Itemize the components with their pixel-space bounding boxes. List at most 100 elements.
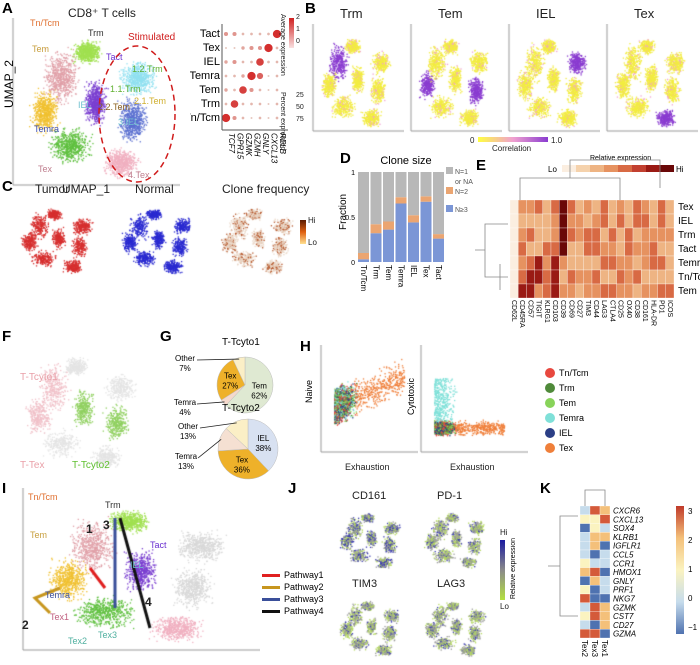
heatmap-cell	[542, 255, 552, 271]
colorbar-label: Correlation	[492, 144, 532, 153]
panel-label-g: G	[160, 328, 172, 345]
dotplot-dot	[264, 43, 273, 53]
heatmap-col-label: CD38	[633, 300, 640, 318]
heatmap-cell	[632, 199, 642, 215]
legend-label: Pathway2	[284, 582, 324, 592]
dotplot-gene-label: CXCL13	[270, 133, 279, 164]
heatmap-cell	[542, 241, 552, 257]
heatmap-col-label: CD39	[559, 300, 566, 318]
bar-segment	[408, 215, 419, 223]
pie-slice	[225, 356, 274, 414]
heatmap-cell	[616, 269, 625, 285]
heatmap-cell	[579, 514, 591, 524]
pct-expressed-legend: Percent expressed	[279, 92, 286, 151]
colorbar-lo: Lo	[308, 238, 317, 247]
avg-expression-legend: Average expression	[279, 14, 286, 76]
heatmap-cell	[589, 585, 601, 595]
dotplot-dot	[232, 31, 237, 37]
dotplot-dot	[256, 58, 264, 66]
dotplot-dot	[225, 47, 227, 49]
heatmap-cell	[632, 213, 642, 229]
gene-label: CXCR6	[613, 507, 641, 516]
cluster-label: Tact	[106, 52, 123, 62]
pct-tick: 25	[296, 92, 304, 99]
heatmap-cell	[583, 255, 593, 271]
legend-swatch	[646, 165, 660, 172]
heatmap-cell	[665, 227, 675, 243]
cluster-label: 2.2.Tem	[98, 102, 131, 112]
heatmap-cell	[559, 213, 568, 229]
heatmap-cell	[599, 532, 611, 542]
heatmap-cell	[599, 611, 611, 621]
x-label-exhaustion-2: Exhaustion	[450, 462, 495, 472]
heatmap-cell	[542, 213, 552, 229]
legend-dot	[545, 428, 555, 438]
colorbar-tick: 1	[688, 565, 693, 574]
umap-normal	[110, 198, 206, 278]
heatmap-cell	[608, 269, 617, 285]
x-tick: IEL	[409, 265, 418, 278]
panel-label-d: D	[340, 150, 351, 167]
bar-segment	[395, 172, 407, 198]
heatmap-cell	[665, 283, 675, 299]
pie-title: T-Tcyto1	[222, 337, 260, 348]
expression-umap-tim3	[330, 592, 412, 660]
heatmap-cell	[599, 541, 611, 551]
cluster-label: Tem	[32, 44, 50, 54]
dotplot-dot	[267, 75, 270, 77]
pie-label: IEL	[257, 434, 270, 443]
x-tick: Tact	[434, 265, 443, 280]
heatmap-cell	[509, 255, 519, 271]
dotplot-dot	[241, 32, 245, 36]
heatmap-col-label: ICOS	[666, 300, 673, 317]
dotplot-dot	[250, 117, 253, 119]
dotplot-dot	[256, 72, 264, 80]
umap-title-pd-1: PD-1	[437, 490, 463, 502]
dotplot-dot	[258, 32, 262, 36]
legend-label: Pathway3	[284, 594, 324, 604]
heatmap-cell	[559, 227, 568, 243]
heatmap-col-label: CD103	[551, 300, 558, 322]
heatmap-cell	[534, 213, 543, 229]
heatmap-col-label: CD27	[576, 300, 583, 318]
dotplot-row-label: Trm	[201, 98, 220, 110]
heatmap-cell	[579, 611, 591, 621]
dotplot-dot	[224, 102, 228, 106]
heatmap-cell	[624, 199, 634, 215]
heatmap-cell	[649, 269, 658, 285]
heatmap-cell	[665, 255, 675, 271]
dotplot-dot	[241, 46, 245, 50]
heatmap-cell	[641, 283, 650, 299]
heatmap-cell	[616, 241, 625, 257]
panel-label-c: C	[2, 178, 13, 195]
heatmap-cell	[509, 241, 519, 257]
y-tick: 0.5	[345, 215, 355, 222]
cluster-label: IEL	[78, 100, 92, 110]
cluster-label: Tact	[150, 540, 167, 550]
pie-leader-line	[197, 439, 222, 459]
heatmap-cell	[591, 255, 601, 271]
legend-label: N=1	[455, 169, 468, 176]
dotplot-gene-label: GZMH	[253, 133, 262, 157]
pie-slice	[216, 359, 246, 401]
dotplot-dot	[232, 115, 237, 121]
heatmap-cell	[579, 602, 591, 612]
heatmap-cell	[632, 241, 642, 257]
legend-item: Temra	[545, 413, 584, 423]
heatmap-cell	[599, 629, 611, 639]
heatmap-cell	[600, 283, 609, 299]
heatmap-cell	[632, 255, 642, 271]
heatmap-cell	[534, 269, 543, 285]
dotplot-row-label: IEL	[203, 56, 220, 68]
bar-segment	[370, 172, 382, 225]
heatmap-cell	[575, 241, 584, 257]
heatmap-cell	[600, 255, 609, 271]
x-tick: Tex	[422, 265, 431, 277]
cluster-label: Tex	[38, 164, 53, 174]
dotplot-dot	[250, 32, 253, 36]
heatmap-cell	[589, 620, 601, 630]
heatmap-cell	[608, 255, 617, 271]
heatmap-cell	[583, 269, 593, 285]
stimulated-label: Stimulated	[128, 32, 176, 43]
pie-value: 4%	[179, 408, 191, 417]
